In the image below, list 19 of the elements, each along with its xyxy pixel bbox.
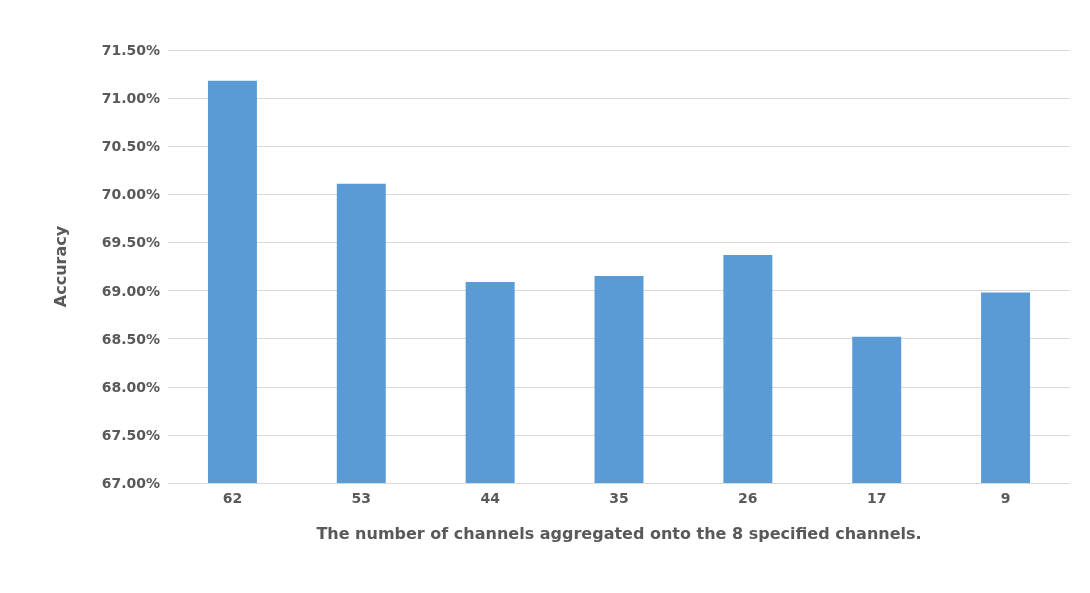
y-axis-title: Accuracy — [50, 225, 70, 308]
y-tick-label: 69.50% — [101, 234, 160, 251]
x-tick-label: 62 — [222, 490, 243, 506]
y-tick-label: 71.50% — [101, 42, 160, 58]
y-tick-label: 70.00% — [101, 186, 160, 203]
x-tick-label: 9 — [1000, 490, 1011, 506]
y-tick-label: 67.00% — [101, 475, 160, 491]
y-tick-label: 71.00% — [101, 90, 160, 107]
y-tick-label: 70.50% — [101, 138, 160, 155]
x-tick-label: 44 — [480, 490, 501, 506]
x-tick-label: 35 — [609, 490, 629, 506]
y-tick-label: 69.00% — [101, 282, 160, 299]
y-tick-label: 67.50% — [101, 426, 160, 443]
x-axis-title: The number of channels aggregated onto the 8 specified channels. — [316, 523, 922, 543]
x-tick-label: 26 — [738, 490, 758, 506]
y-tick-label: 68.00% — [101, 378, 160, 395]
y-tick-label: 68.50% — [101, 330, 160, 347]
x-tick-label: 17 — [866, 490, 887, 506]
x-tick-label: 53 — [351, 490, 372, 506]
